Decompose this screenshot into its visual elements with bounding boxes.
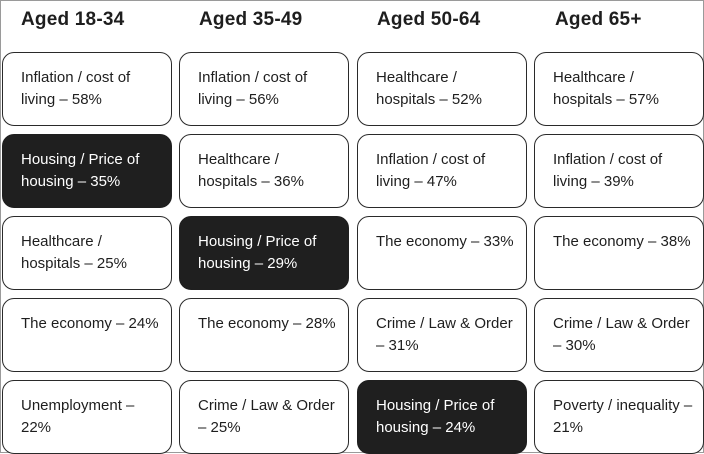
card-50-64-rank-2: Inflation / cost of living – 47% (357, 134, 527, 208)
column-header-35-49: Aged 35-49 (199, 9, 303, 30)
card-35-49-rank-2: Healthcare / hospitals – 36% (179, 134, 349, 208)
card-35-49-rank-4: The economy – 28% (179, 298, 349, 372)
column-header-65-plus: Aged 65+ (555, 9, 642, 30)
card-18-34-rank-2: Housing / Price of housing – 35% (2, 134, 172, 208)
card-35-49-rank-1: Inflation / cost of living – 56% (179, 52, 349, 126)
card-50-64-rank-4: Crime / Law & Order – 31% (357, 298, 527, 372)
card-18-34-rank-4: The economy – 24% (2, 298, 172, 372)
card-65-plus-rank-4: Crime / Law & Order – 30% (534, 298, 704, 372)
card-50-64-rank-3: The economy – 33% (357, 216, 527, 290)
column-header-50-64: Aged 50-64 (377, 9, 481, 30)
card-35-49-rank-3: Housing / Price of housing – 29% (179, 216, 349, 290)
card-65-plus-rank-5: Poverty / inequality – 21% (534, 380, 704, 454)
card-18-34-rank-3: Healthcare / hospitals – 25% (2, 216, 172, 290)
card-18-34-rank-5: Unemployment – 22% (2, 380, 172, 454)
card-65-plus-rank-1: Healthcare / hospitals – 57% (534, 52, 704, 126)
card-50-64-rank-5: Housing / Price of housing – 24% (357, 380, 527, 454)
column-header-18-34: Aged 18-34 (21, 9, 125, 30)
card-50-64-rank-1: Healthcare / hospitals – 52% (357, 52, 527, 126)
card-65-plus-rank-3: The economy – 38% (534, 216, 704, 290)
card-65-plus-rank-2: Inflation / cost of living – 39% (534, 134, 704, 208)
card-35-49-rank-5: Crime / Law & Order – 25% (179, 380, 349, 454)
card-18-34-rank-1: Inflation / cost of living – 58% (2, 52, 172, 126)
